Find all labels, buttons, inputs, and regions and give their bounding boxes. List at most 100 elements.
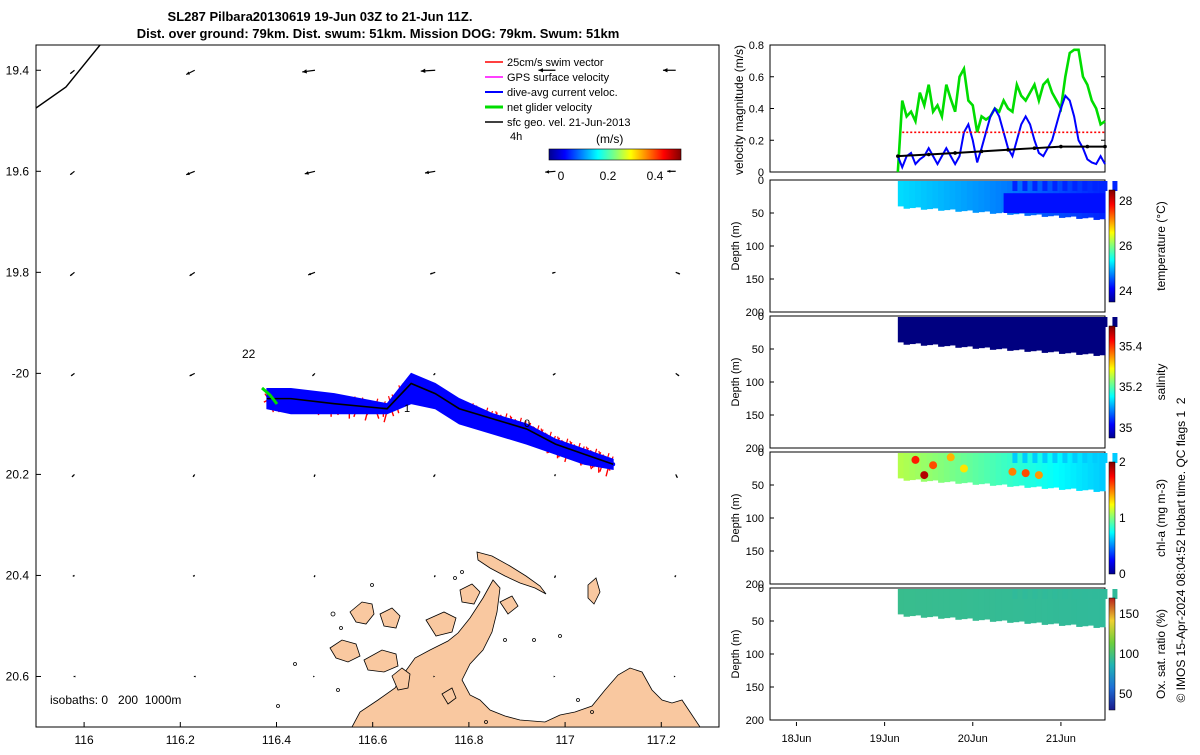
surface-vector-head xyxy=(304,171,309,175)
section-column xyxy=(920,453,928,482)
section-column xyxy=(955,181,962,212)
section-column xyxy=(1012,589,1020,623)
map-panel: 22 1 0 isobaths: 0 200 1000m 25cm/s swim… xyxy=(6,44,720,747)
section-profile-top xyxy=(1092,317,1098,327)
section-profile-top xyxy=(1072,453,1078,463)
land-island-5 xyxy=(391,667,411,691)
section-ytick-label: 50 xyxy=(752,208,764,220)
section-ytick-label: 200 xyxy=(746,579,764,591)
section-column xyxy=(915,453,922,480)
section-panel-salinity: 0 50 100 150 200 Depth (m) 35 35.2 35.4 salinity xyxy=(730,311,1168,455)
section-column xyxy=(1007,317,1014,351)
section-column xyxy=(1018,589,1026,622)
land-island-8 xyxy=(499,595,519,615)
surface-vector-head xyxy=(70,273,73,276)
surface-vector-head xyxy=(70,172,73,175)
section-ytick-label: 150 xyxy=(746,274,764,286)
map-xtick-label: 116.8 xyxy=(454,733,483,747)
map-ytick-label: 20.2 xyxy=(6,467,30,481)
velocity-point xyxy=(926,152,931,157)
section-profile-top xyxy=(1062,453,1068,463)
velocity-ytick-label: 0.4 xyxy=(749,104,764,116)
section-column xyxy=(1058,317,1066,354)
surface-vector-head xyxy=(314,575,316,578)
section-profile-top xyxy=(1082,317,1088,327)
section-profile-top xyxy=(1112,453,1118,463)
map-xtick-label: 116 xyxy=(75,733,94,747)
section-profile-top xyxy=(1072,181,1078,191)
chl-patch xyxy=(911,455,920,464)
surface-vector-head xyxy=(313,675,315,678)
section-column xyxy=(961,589,968,620)
section-column xyxy=(903,589,910,617)
section-column xyxy=(920,181,928,210)
section-profile-top xyxy=(1102,317,1108,327)
section-column xyxy=(1087,453,1095,490)
land-island-7 xyxy=(459,583,481,605)
surface-vector-head xyxy=(677,272,680,275)
map-xtick-label: 116.4 xyxy=(262,733,291,747)
map-legend: 25cm/s swim vector GPS surface velocity … xyxy=(485,57,682,183)
section-column xyxy=(1093,453,1100,492)
map-ytick-label: 20.4 xyxy=(6,568,30,582)
section-profile-top xyxy=(1072,317,1078,327)
section-profile-top xyxy=(1032,453,1038,463)
section-profile-top xyxy=(1042,589,1048,599)
section-column xyxy=(1064,453,1072,490)
section-column xyxy=(1030,317,1037,352)
section-profile-top xyxy=(1022,317,1028,327)
time-tick-label: 19Jun xyxy=(870,733,900,745)
section-colorbar-tick: 150 xyxy=(1119,607,1139,621)
velocity-series xyxy=(896,48,1107,173)
section-profile-top xyxy=(1082,181,1088,191)
section-column xyxy=(903,181,910,209)
land-island-10 xyxy=(441,687,457,705)
velocity-ytick-label: 0.2 xyxy=(749,135,764,147)
surface-vector-head xyxy=(71,475,74,477)
surface-vector-head xyxy=(553,675,556,678)
land-masses xyxy=(329,551,701,727)
section-column xyxy=(915,317,922,344)
surface-vector-head xyxy=(554,474,557,477)
section-column xyxy=(915,589,922,616)
section-column xyxy=(1024,589,1031,624)
track-annotation-end: 0 xyxy=(524,418,530,430)
section-column xyxy=(915,181,922,208)
section-colorbar-tick: 35 xyxy=(1119,421,1133,435)
section-column xyxy=(1012,453,1020,487)
section-ytick-label: 100 xyxy=(746,377,764,389)
section-column xyxy=(1053,453,1060,488)
surface-vector-head xyxy=(308,272,312,276)
section-profile-top xyxy=(1092,453,1098,463)
surface-vector-head xyxy=(72,574,75,577)
section-column xyxy=(1076,589,1083,627)
section-column xyxy=(972,181,979,213)
section-profile-top xyxy=(1112,317,1118,327)
section-column xyxy=(1087,589,1095,626)
chl-patch xyxy=(1021,469,1030,478)
section-profile-top xyxy=(1022,453,1028,463)
section-column xyxy=(978,181,985,213)
section-column xyxy=(1047,453,1054,489)
map-ytick-label: 19.8 xyxy=(6,265,30,279)
velocity-series-net-glider-velocity xyxy=(896,48,1106,173)
velocity-point xyxy=(1059,144,1063,149)
section-column xyxy=(966,589,974,619)
section-column xyxy=(1070,453,1077,489)
surface-vector-head xyxy=(673,675,676,678)
section-column xyxy=(1041,589,1049,625)
section-colorbar xyxy=(1108,461,1116,575)
chl-patch xyxy=(946,453,955,462)
map-colorbar-tick-1: 0.2 xyxy=(600,169,617,183)
surface-vector-head xyxy=(662,68,668,73)
section-profile-top xyxy=(1052,589,1058,599)
velocity-point xyxy=(979,149,984,154)
surface-vector-head xyxy=(70,71,73,74)
surface-vector-head xyxy=(420,68,426,74)
section-column xyxy=(1035,453,1043,487)
velocity-point xyxy=(1103,144,1107,149)
section-column xyxy=(972,589,979,621)
section-column xyxy=(995,317,1003,350)
section-column xyxy=(1053,589,1060,624)
